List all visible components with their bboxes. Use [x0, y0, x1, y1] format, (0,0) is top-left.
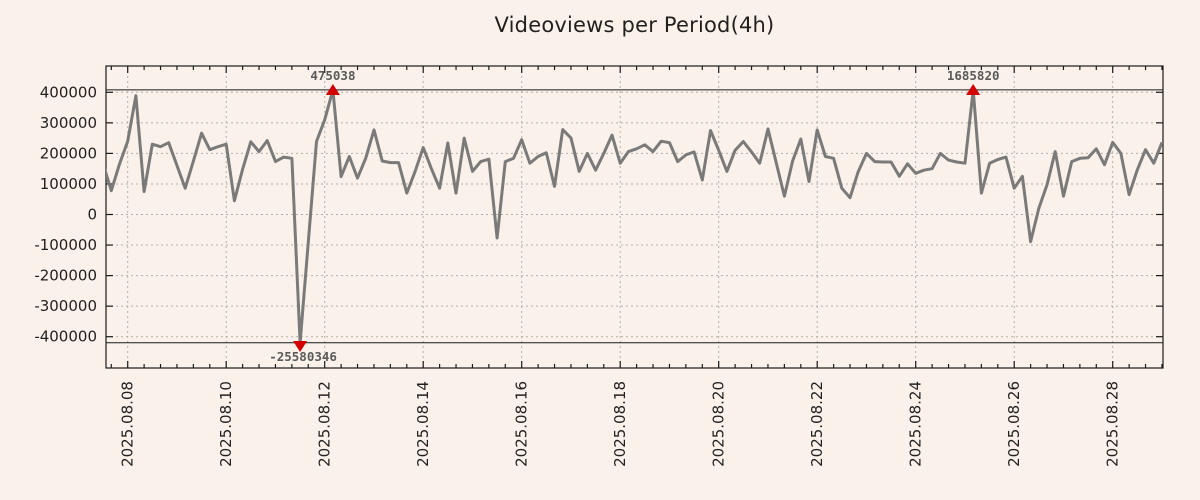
- x-tick-label: 2025.08.08: [119, 381, 137, 467]
- x-tick-label: 2025.08.10: [217, 381, 235, 467]
- x-tick-label: 2025.08.12: [316, 381, 334, 467]
- min-marker-triangle-icon: [293, 341, 308, 352]
- max-annotation-label: 475038: [310, 68, 355, 83]
- y-tick-label: 0: [87, 206, 97, 224]
- x-tick-label: 2025.08.14: [414, 381, 432, 467]
- x-tick-label: 2025.08.26: [1005, 381, 1023, 467]
- series-line: [106, 88, 1163, 345]
- annotations: 475038 1685820 -25580346: [269, 68, 999, 364]
- max-marker-triangle-icon: [325, 84, 340, 95]
- y-tick-label: 300000: [40, 114, 97, 132]
- y-tick-label: -300000: [34, 297, 97, 315]
- y-tick-label: 400000: [40, 83, 97, 101]
- y-tick-label: 200000: [40, 144, 97, 162]
- x-tick-label: 2025.08.20: [710, 381, 728, 467]
- max-annotation-label: 1685820: [947, 68, 1000, 83]
- chart-title: Videoviews per Period(4h): [494, 13, 775, 37]
- y-tick-label: -100000: [34, 236, 97, 254]
- x-tick-label: 2025.08.18: [611, 381, 629, 467]
- plot-frame: [105, 65, 1164, 369]
- y-tick-label: 100000: [40, 175, 97, 193]
- y-tick-label: -400000: [34, 328, 97, 346]
- axis-ticks: [106, 66, 1163, 368]
- x-axis-labels: 2025.08.08 2025.08.10 2025.08.12 2025.08.14…: [119, 381, 1122, 467]
- x-tick-label: 2025.08.24: [907, 381, 925, 467]
- min-annotation-label: -25580346: [269, 349, 337, 364]
- y-axis-labels: 400000 300000 200000 100000 0 -100000 -200000 -…: [34, 83, 97, 345]
- gridlines: [106, 66, 1163, 368]
- y-tick-label: -200000: [34, 267, 97, 285]
- max-marker-triangle-icon: [966, 84, 981, 95]
- x-tick-label: 2025.08.22: [808, 381, 826, 467]
- x-tick-label: 2025.08.16: [513, 381, 531, 467]
- x-tick-label: 2025.08.28: [1104, 381, 1122, 467]
